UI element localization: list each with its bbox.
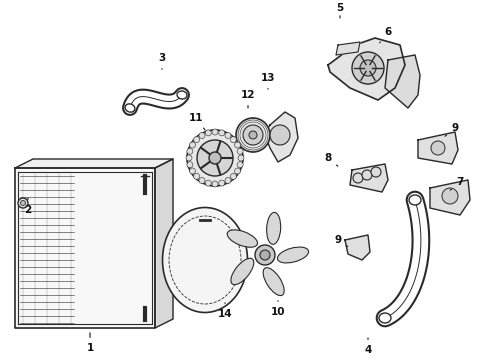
Text: 14: 14 [218,303,232,319]
Polygon shape [345,235,370,260]
Circle shape [238,155,244,161]
Circle shape [230,136,236,143]
Polygon shape [418,132,458,164]
Polygon shape [385,55,420,108]
Circle shape [442,188,458,204]
Ellipse shape [163,207,247,312]
Circle shape [235,168,241,174]
Ellipse shape [263,268,284,296]
Ellipse shape [177,91,187,99]
Circle shape [235,142,241,148]
Circle shape [187,148,193,154]
Circle shape [360,60,376,76]
Text: 11: 11 [189,113,205,130]
Circle shape [237,148,243,154]
Circle shape [352,52,384,84]
Text: 5: 5 [336,3,343,18]
Circle shape [225,177,231,184]
Circle shape [260,250,270,260]
Text: 10: 10 [271,301,285,317]
Circle shape [187,130,243,186]
Polygon shape [336,42,360,55]
Circle shape [18,198,28,208]
Ellipse shape [267,212,281,244]
Text: 8: 8 [324,153,338,166]
Circle shape [205,130,211,136]
Ellipse shape [125,104,135,112]
Circle shape [249,131,257,139]
Circle shape [199,132,205,139]
Circle shape [209,152,221,164]
Polygon shape [155,159,173,328]
Polygon shape [265,112,298,162]
Polygon shape [430,180,470,215]
Circle shape [205,180,211,186]
Text: 7: 7 [450,177,464,190]
Text: 9: 9 [335,235,348,247]
Circle shape [270,125,290,145]
Circle shape [219,130,225,136]
Text: 9: 9 [445,123,459,136]
Circle shape [371,167,381,177]
Circle shape [199,177,205,184]
Text: 1: 1 [86,333,94,353]
Circle shape [186,155,192,161]
Circle shape [255,245,275,265]
Circle shape [212,181,218,187]
Ellipse shape [379,313,391,323]
Circle shape [212,129,218,135]
Circle shape [194,174,199,179]
Polygon shape [350,164,388,192]
Text: 2: 2 [24,198,32,215]
Ellipse shape [227,230,257,247]
Circle shape [230,174,236,179]
Circle shape [243,125,263,145]
Text: 4: 4 [364,338,372,355]
Text: 6: 6 [380,27,392,43]
Ellipse shape [409,195,421,205]
Polygon shape [15,168,155,328]
Text: 3: 3 [158,53,166,69]
Text: 12: 12 [241,90,255,108]
Circle shape [187,162,193,168]
Circle shape [431,141,445,155]
Circle shape [190,142,196,148]
Circle shape [353,173,363,183]
Circle shape [21,201,25,206]
Circle shape [362,170,372,180]
Circle shape [197,140,233,176]
Circle shape [236,118,270,152]
Text: 13: 13 [261,73,275,89]
Ellipse shape [231,258,254,285]
Circle shape [225,132,231,139]
Polygon shape [328,38,405,100]
Circle shape [237,162,243,168]
Polygon shape [15,159,173,168]
Circle shape [194,136,199,143]
Ellipse shape [277,247,309,263]
Circle shape [190,168,196,174]
Circle shape [219,180,225,186]
